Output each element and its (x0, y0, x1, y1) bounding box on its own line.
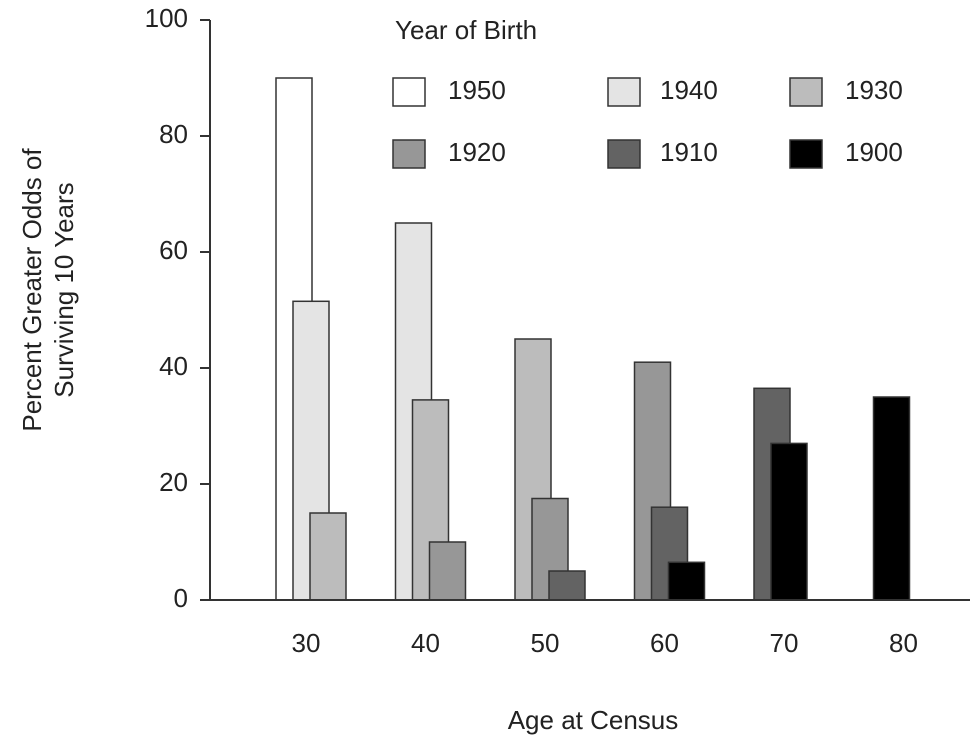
y-tick-label: 100 (145, 3, 188, 33)
legend-label: 1940 (660, 75, 718, 105)
bar (548, 570, 586, 601)
x-tick-label: 30 (292, 628, 321, 658)
y-tick-label: 60 (159, 235, 188, 265)
bar (428, 541, 467, 601)
bar (667, 561, 706, 601)
y-tick-label: 80 (159, 119, 188, 149)
y-tick-label: 0 (174, 583, 188, 613)
x-tick-label: 60 (650, 628, 679, 658)
legend-swatch (789, 77, 823, 107)
legend-label: 1930 (845, 75, 903, 105)
legend-swatch (607, 139, 641, 169)
legend-title: Year of Birth (395, 15, 537, 45)
legend-label: 1910 (660, 137, 718, 167)
legend-swatch (607, 77, 641, 107)
legend-swatch (392, 77, 426, 107)
legend-swatch (789, 139, 823, 169)
x-tick-label: 70 (770, 628, 799, 658)
x-tick-label: 50 (531, 628, 560, 658)
y-axis-label: Surviving 10 Years (49, 182, 79, 397)
x-tick-label: 80 (889, 628, 918, 658)
legend-label: 1950 (448, 75, 506, 105)
legend-swatch (392, 139, 426, 169)
bar (770, 442, 808, 601)
x-axis-label: Age at Census (508, 705, 679, 735)
bar (872, 396, 911, 601)
legend-label: 1900 (845, 137, 903, 167)
y-tick-label: 40 (159, 351, 188, 381)
x-tick-label: 40 (411, 628, 440, 658)
y-tick-label: 20 (159, 467, 188, 497)
bar (309, 512, 347, 601)
legend-label: 1920 (448, 137, 506, 167)
y-axis-label: Percent Greater Odds of (17, 148, 47, 432)
